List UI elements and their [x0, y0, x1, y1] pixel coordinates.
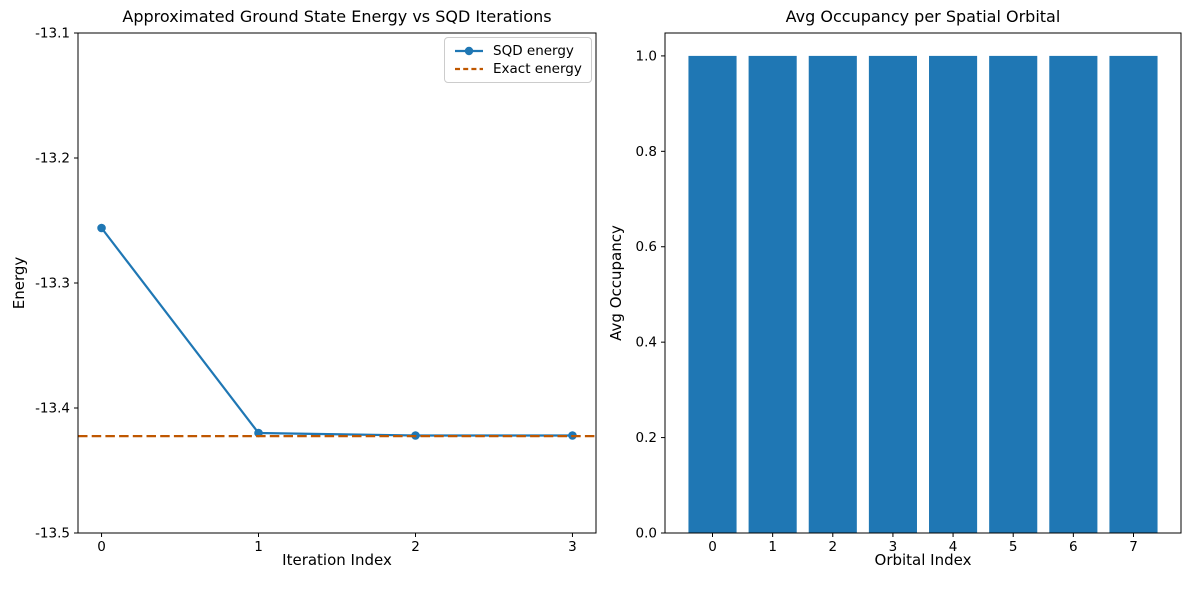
y-tick-label: 0.4 — [636, 335, 657, 351]
bar-orbital-5 — [989, 55, 1038, 534]
y-tick-label: 0.6 — [636, 239, 657, 255]
y-tick-label: -13.2 — [35, 151, 70, 167]
bar-orbital-6 — [1049, 55, 1098, 534]
x-tick-label: 1 — [768, 539, 777, 555]
left-chart-ylabel: Energy — [10, 256, 28, 310]
x-tick-label: 3 — [568, 539, 577, 555]
left-axes-frame — [77, 32, 597, 534]
sqd-sample-marker — [464, 46, 474, 56]
x-tick-label: 2 — [411, 539, 420, 555]
right-chart-xlabel: Orbital Index — [874, 551, 972, 569]
x-tick-label: 4 — [949, 539, 958, 555]
y-tick-label: -13.3 — [35, 276, 70, 292]
y-tick-label: 0.2 — [636, 430, 657, 446]
left-chart-title: Approximated Ground State Energy vs SQD … — [122, 7, 552, 26]
right-chart-ylabel: Avg Occupancy — [607, 225, 625, 341]
exact-line-sample-icon — [455, 67, 483, 71]
bar-orbital-7 — [1109, 55, 1158, 534]
x-tick-label: 1 — [254, 539, 263, 555]
legend-label-exact-energy: Exact energy — [493, 61, 582, 77]
sqd-line-sample-icon — [455, 46, 483, 56]
sqd-energy-marker-0 — [97, 223, 106, 233]
bar-orbital-1 — [748, 55, 797, 534]
x-tick-label: 6 — [1069, 539, 1078, 555]
sqd-energy-line — [100, 227, 573, 437]
x-tick-label: 7 — [1129, 539, 1138, 555]
y-tick-label: 0.8 — [636, 144, 657, 160]
bar-orbital-2 — [808, 55, 857, 534]
x-tick-label: 0 — [97, 539, 106, 555]
x-tick-label: 3 — [889, 539, 898, 555]
y-tick-label: -13.1 — [35, 26, 70, 42]
x-tick-label: 2 — [828, 539, 837, 555]
y-tick-label: 0.0 — [636, 526, 657, 542]
bar-orbital-4 — [929, 55, 978, 534]
right-chart-title: Avg Occupancy per Spatial Orbital — [785, 7, 1061, 26]
bar-orbital-0 — [688, 55, 737, 534]
legend-label-sqd-energy: SQD energy — [493, 43, 574, 59]
legend-item-sqd-energy: SQD energy — [454, 43, 582, 59]
x-tick-label: 0 — [708, 539, 717, 555]
left-chart-xlabel: Iteration Index — [282, 551, 392, 569]
right-axes-frame — [664, 32, 1182, 534]
x-tick-label: 5 — [1009, 539, 1018, 555]
legend-item-exact-energy: Exact energy — [454, 61, 582, 77]
bar-orbital-3 — [868, 55, 917, 534]
legend-box: SQD energy Exact energy — [444, 37, 592, 83]
y-tick-label: -13.5 — [35, 526, 70, 542]
y-tick-label: -13.4 — [35, 401, 70, 417]
y-tick-label: 1.0 — [636, 48, 657, 64]
